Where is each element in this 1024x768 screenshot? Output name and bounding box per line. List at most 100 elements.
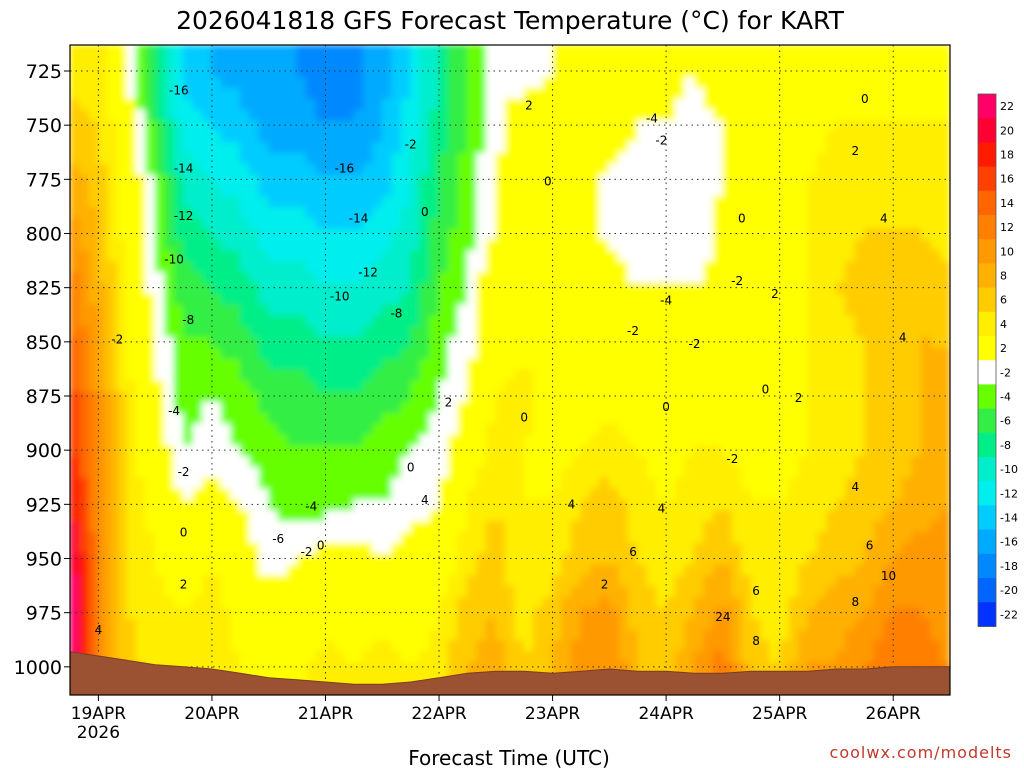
- temperature-cell: [353, 618, 364, 631]
- temperature-cell: [684, 542, 696, 555]
- temperature-cell: [552, 261, 563, 273]
- temperature-cell: [249, 304, 260, 317]
- temperature-cell: [779, 499, 790, 512]
- temperature-cell: [419, 618, 431, 631]
- temperature-cell: [230, 66, 241, 78]
- temperature-cell: [429, 282, 440, 295]
- temperature-cell: [807, 521, 819, 533]
- temperature-cell: [779, 445, 790, 458]
- temperature-cell: [343, 142, 355, 154]
- temperature-cell: [457, 196, 468, 208]
- temperature-cell: [447, 521, 459, 533]
- temperature-cell: [78, 326, 90, 338]
- temperature-cell: [552, 152, 563, 165]
- temperature-cell: [741, 391, 752, 403]
- temperature-cell: [542, 304, 554, 317]
- temperature-cell: [589, 304, 601, 317]
- temperature-cell: [107, 120, 118, 133]
- temperature-cell: [826, 553, 837, 566]
- temperature-cell: [315, 467, 326, 479]
- temperature-cell: [684, 488, 696, 501]
- temperature-cell: [372, 207, 383, 219]
- temperature-cell: [618, 228, 629, 241]
- temperature-cell: [362, 467, 374, 479]
- temperature-cell: [798, 228, 809, 241]
- temperature-cell: [703, 434, 714, 447]
- temperature-cell: [372, 293, 383, 306]
- temperature-cell: [97, 109, 109, 122]
- temperature-cell: [807, 293, 819, 306]
- temperature-cell: [608, 640, 620, 653]
- temperature-cell: [306, 597, 317, 609]
- temperature-cell: [769, 445, 781, 458]
- temperature-cell: [362, 293, 374, 306]
- temperature-cell: [306, 45, 317, 57]
- temperature-cell: [277, 228, 289, 241]
- temperature-cell: [78, 358, 90, 371]
- temperature-cell: [608, 45, 620, 57]
- temperature-cell: [334, 434, 345, 447]
- temperature-cell: [211, 185, 222, 198]
- temperature-cell: [627, 423, 639, 436]
- temperature-cell: [476, 542, 487, 555]
- temperature-cell: [145, 380, 156, 393]
- temperature-cell: [192, 304, 203, 317]
- temperature-cell: [381, 228, 393, 241]
- temperature-cell: [70, 434, 80, 447]
- temperature-cell: [173, 651, 185, 663]
- temperature-cell: [485, 120, 497, 133]
- temperature-cell: [334, 272, 345, 284]
- temperature-cell: [656, 98, 667, 111]
- temperature-cell: [571, 120, 582, 133]
- temperature-cell: [618, 412, 629, 425]
- temperature-cell: [391, 185, 402, 198]
- temperature-cell: [514, 250, 525, 263]
- temperature-cell: [665, 347, 677, 360]
- temperature-cell: [372, 315, 383, 328]
- temperature-cell: [343, 510, 355, 523]
- temperature-cell: [552, 87, 563, 100]
- temperature-cell: [362, 55, 374, 68]
- temperature-cell: [88, 326, 99, 338]
- temperature-cell: [599, 564, 610, 577]
- temperature-cell: [665, 87, 677, 100]
- temperature-cell: [78, 261, 90, 273]
- temperature-cell: [769, 521, 781, 533]
- temperature-cell: [760, 347, 771, 360]
- temperature-cell: [542, 521, 554, 533]
- temperature-cell: [145, 434, 156, 447]
- temperature-cell: [571, 304, 582, 317]
- temperature-cell: [760, 55, 771, 68]
- temperature-cell: [343, 174, 355, 187]
- temperature-cell: [296, 662, 308, 674]
- temperature-cell: [154, 423, 166, 436]
- temperature-cell: [201, 174, 213, 187]
- temperature-cell: [201, 131, 213, 143]
- temperature-cell: [552, 434, 563, 447]
- temperature-cell: [334, 315, 345, 328]
- temperature-cell: [410, 369, 421, 382]
- temperature-cell: [220, 45, 232, 57]
- temperature-cell: [684, 402, 696, 414]
- temperature-cell: [694, 142, 705, 154]
- temperature-cell: [618, 131, 629, 143]
- temperature-cell: [126, 347, 137, 360]
- temperature-cell: [665, 185, 677, 198]
- temperature-cell: [741, 347, 752, 360]
- temperature-cell: [268, 174, 279, 187]
- temperature-cell: [230, 380, 241, 393]
- temperature-cell: [476, 217, 487, 230]
- temperature-cell: [580, 391, 591, 403]
- temperature-cell: [750, 564, 762, 577]
- temperature-cell: [372, 467, 383, 479]
- temperature-cell: [135, 293, 147, 306]
- temperature-cell: [457, 380, 468, 393]
- temperature-cell: [438, 337, 449, 349]
- temperature-cell: [788, 499, 800, 512]
- temperature-cell: [769, 239, 781, 252]
- temperature-cell: [807, 304, 819, 317]
- temperature-cell: [324, 391, 336, 403]
- temperature-cell: [126, 55, 137, 68]
- temperature-cell: [750, 347, 762, 360]
- temperature-cell: [220, 564, 232, 577]
